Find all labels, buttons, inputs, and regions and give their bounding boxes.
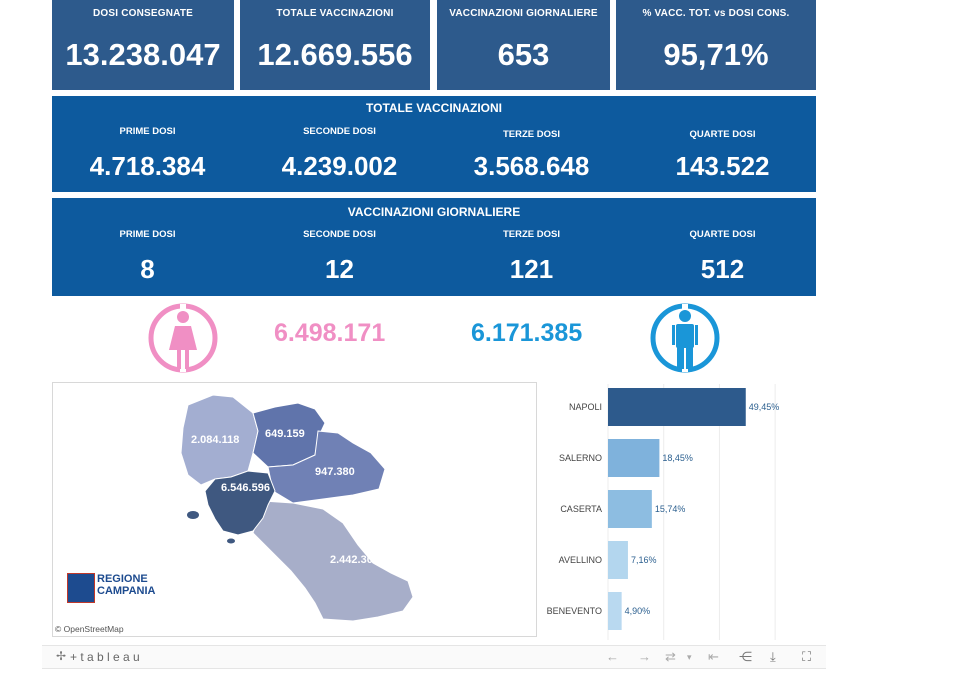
map-label-napoli: 6.546.596: [221, 482, 270, 494]
cell-value: 4.239.002: [281, 151, 398, 181]
share-icon[interactable]: ⋲: [739, 649, 752, 664]
category-label-salerno: SALERNO: [559, 453, 602, 463]
cell-value: 121: [509, 254, 554, 284]
vaccinazioni-giornaliere-panel: VACCINAZIONI GIORNALIERE PRIME DOSI 8 SE…: [52, 198, 816, 296]
male-icon: [649, 302, 721, 374]
bar-caserta[interactable]: [608, 490, 652, 528]
panel-title: TOTALE VACCINAZIONI: [366, 101, 502, 115]
kpi-label: TOTALE VACCINAZIONI: [276, 8, 394, 19]
kpi-value: 95,71%: [663, 37, 769, 72]
province-avellino: [267, 430, 386, 504]
logo-emblem: [67, 573, 95, 603]
cell-value: 512: [700, 254, 745, 284]
cell-label: SECONDE DOSI: [303, 229, 376, 240]
category-label-avellino: AVELLINO: [559, 555, 602, 565]
value-label-salerno: 18,45%: [662, 453, 693, 463]
totale-terze-dosi: TERZE DOSI 3.568.648: [436, 129, 627, 182]
value-label-benevento: 4,90%: [625, 606, 651, 616]
kpi-label: VACCINAZIONI GIORNALIERE: [449, 8, 598, 19]
cell-label: TERZE DOSI: [502, 229, 560, 240]
value-label-napoli: 49,45%: [749, 402, 780, 412]
giornaliere-terze-dosi: TERZE DOSI 121: [436, 229, 627, 285]
female-icon: [147, 302, 219, 374]
cell-value: 8: [140, 254, 155, 284]
category-label-caserta: CASERTA: [560, 504, 602, 514]
kpi-tile-dosi-consegnate: DOSI CONSEGNATE 13.238.047: [52, 0, 234, 90]
kpi-tile-percentuale: % VACC. TOT. vs DOSI CONS. 95,71%: [616, 0, 816, 90]
panel-title: VACCINAZIONI GIORNALIERE: [347, 205, 521, 219]
tableau-brand[interactable]: + t a b l e a u: [70, 650, 140, 664]
cell-label: TERZE DOSI: [502, 129, 560, 140]
cell-value: 4.718.384: [89, 151, 206, 181]
cell-value: 12: [325, 254, 354, 284]
map-label-salerno: 2.442.303: [330, 554, 379, 566]
map-label-avellino: 947.380: [315, 466, 355, 478]
totale-seconde-dosi: SECONDE DOSI 4.239.002: [244, 126, 435, 182]
chevron-down-icon[interactable]: ▾: [687, 652, 692, 662]
giornaliere-seconde-dosi: SECONDE DOSI 12: [244, 229, 435, 285]
province-napoli: [204, 470, 276, 536]
cell-label: PRIME DOSI: [119, 126, 176, 137]
tableau-toolbar: ✢ + t a b l e a u ← → ⇄ ▾ ⇤ ⋲ ⤓ ⛶: [42, 645, 826, 669]
map-label-benevento: 649.159: [265, 428, 305, 440]
undo-icon[interactable]: ←: [606, 649, 619, 664]
cell-value: 3.568.648: [473, 151, 590, 181]
kpi-tile-vaccinazioni-giornaliere: VACCINAZIONI GIORNALIERE 653: [437, 0, 610, 90]
cell-label: QUARTE DOSI: [689, 129, 756, 140]
campania-map[interactable]: 2.084.118 649.159 947.380 6.546.596 2.44…: [52, 382, 537, 637]
regione-campania-logo: REGIONE CAMPANIA: [67, 573, 167, 605]
value-label-avellino: 7,16%: [631, 555, 657, 565]
bar-salerno[interactable]: [608, 439, 660, 477]
cell-value: 143.522: [675, 151, 770, 181]
female-vaccinations-value: 6.498.171: [274, 319, 386, 347]
bar-avellino[interactable]: [608, 541, 628, 579]
back-to-start-icon[interactable]: ⇤: [708, 649, 719, 664]
download-icon[interactable]: ⤓: [770, 649, 776, 664]
logo-line-2: CAMPANIA: [97, 585, 156, 597]
cell-label: QUARTE DOSI: [689, 229, 756, 240]
province-bar-chart[interactable]: NAPOLI 49,45% SALERNO 18,45% CASERTA 15,74% AV…: [542, 380, 812, 640]
island-capri: [227, 538, 235, 544]
giornaliere-prime-dosi: PRIME DOSI 8: [52, 229, 243, 285]
kpi-tile-totale-vaccinazioni: TOTALE VACCINAZIONI 12.669.556: [240, 0, 430, 90]
giornaliere-quarte-dosi: QUARTE DOSI 512: [627, 229, 818, 285]
fullscreen-icon[interactable]: ⛶: [802, 649, 812, 664]
bar-benevento[interactable]: [608, 592, 622, 630]
tableau-logo-icon[interactable]: ✢: [56, 649, 67, 663]
map-attribution[interactable]: © OpenStreetMap: [55, 624, 124, 634]
logo-line-1: REGIONE: [97, 573, 148, 585]
value-label-caserta: 15,74%: [655, 504, 686, 514]
kpi-label: DOSI CONSEGNATE: [92, 8, 194, 19]
male-vaccinations-value: 6.171.385: [471, 319, 583, 347]
revert-icon[interactable]: ⇄: [665, 649, 676, 664]
island-ischia: [187, 511, 199, 519]
totale-vaccinazioni-panel: TOTALE VACCINAZIONI PRIME DOSI 4.718.384…: [52, 96, 816, 192]
kpi-value: 653: [497, 37, 550, 72]
category-label-napoli: NAPOLI: [569, 402, 602, 412]
kpi-value: 12.669.556: [257, 37, 413, 72]
redo-icon[interactable]: →: [638, 649, 651, 664]
kpi-label: % VACC. TOT. vs DOSI CONS.: [642, 8, 790, 19]
province-salerno: [252, 500, 414, 622]
totale-prime-dosi: PRIME DOSI 4.718.384: [52, 126, 243, 182]
bar-napoli[interactable]: [608, 388, 746, 426]
cell-label: PRIME DOSI: [119, 229, 176, 240]
cell-label: SECONDE DOSI: [303, 126, 376, 137]
category-label-benevento: BENEVENTO: [547, 606, 602, 616]
map-label-caserta: 2.084.118: [191, 434, 240, 446]
totale-quarte-dosi: QUARTE DOSI 143.522: [627, 129, 818, 182]
kpi-value: 13.238.047: [65, 37, 221, 72]
